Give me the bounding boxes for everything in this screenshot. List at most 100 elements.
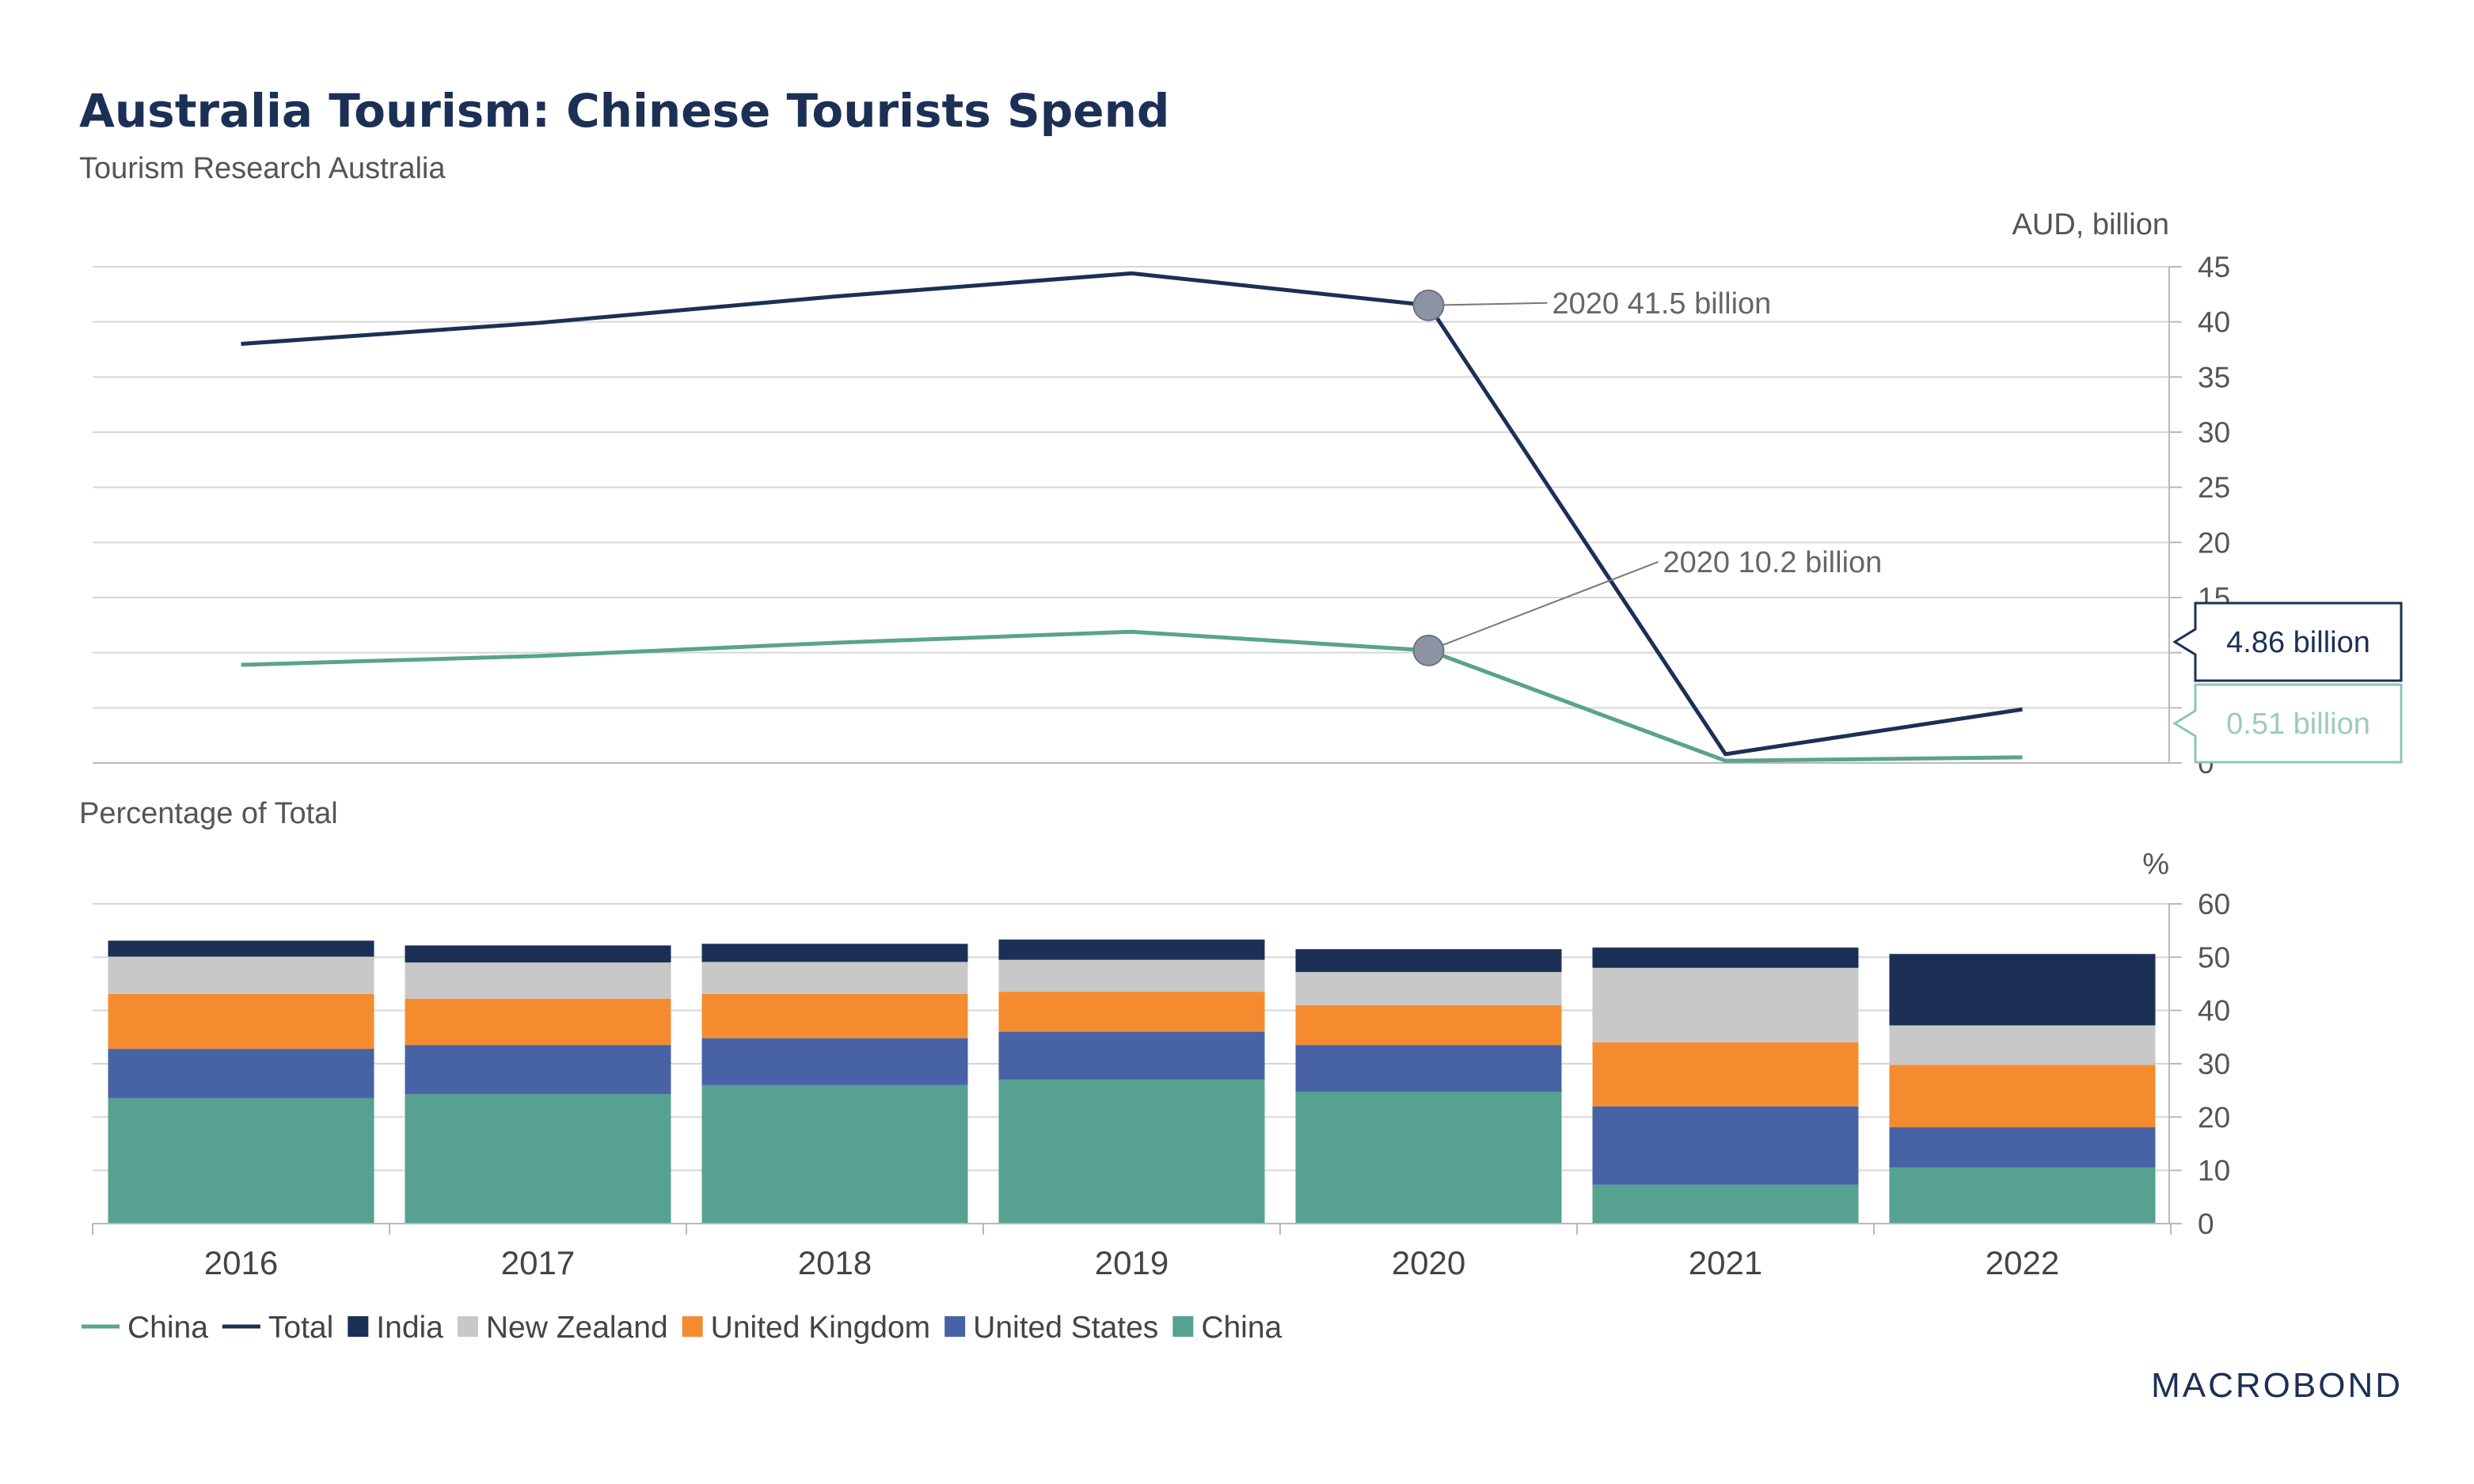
legend-label: India — [376, 1311, 443, 1345]
line-chart-grid — [93, 266, 2169, 764]
bar-segment-united-kingdom — [108, 993, 374, 1049]
x-tick-label: 2020 — [1392, 1244, 1465, 1281]
series-line-total — [241, 271, 2023, 757]
legend-item-china: China — [82, 1311, 208, 1345]
bar-segment-india — [1295, 949, 1562, 973]
line-chart-y-tick-label: 25 — [2198, 472, 2230, 504]
x-tick-label: 2016 — [204, 1244, 278, 1281]
bar-chart-section-label: Percentage of Total — [79, 797, 338, 830]
x-tick-label: 2018 — [798, 1244, 872, 1281]
bar-segment-india — [1889, 954, 2156, 1026]
bar-segment-india — [701, 943, 968, 962]
bar-segment-new-zealand — [701, 962, 968, 994]
bar-segment-new-zealand — [998, 959, 1265, 992]
bar-segment-india — [1592, 947, 1859, 968]
series-line-china — [241, 629, 2023, 763]
legend-label: Total — [268, 1311, 333, 1345]
x-tick-label: 2019 — [1095, 1244, 1169, 1281]
macrobond-logo: MACROBOND — [2151, 1366, 2403, 1405]
bar-chart-unit-label: % — [2142, 848, 2169, 881]
line-chart-annotations: 2020 41.5 billion 2020 10.2 billion — [1412, 287, 1883, 666]
bar-segment-china — [108, 1098, 374, 1224]
bar-segment-new-zealand — [108, 956, 374, 994]
bar-segment-china — [1889, 1167, 2156, 1224]
line-chart-callouts: 4.86 billion 0.51 billion — [2172, 602, 2403, 764]
bar-segment-new-zealand — [405, 962, 671, 999]
bar-segment-united-states — [998, 1031, 1265, 1080]
bar-segment-united-states — [108, 1049, 374, 1099]
x-tick-label: 2021 — [1689, 1244, 1762, 1281]
bar-chart-y-tick-label: 50 — [2198, 941, 2230, 974]
legend-item-united-states: United States — [944, 1311, 1158, 1345]
legend-item-united-kingdom: United Kingdom — [682, 1311, 931, 1345]
bar-segment-united-kingdom — [998, 992, 1265, 1032]
bar-segment-india — [108, 940, 374, 957]
legend-label: New Zealand — [486, 1311, 668, 1345]
legend: China Total India New Zealand United Kingdom… — [82, 1311, 1283, 1345]
callout-box-china — [2172, 683, 2403, 764]
legend-label: United Kingdom — [711, 1311, 931, 1345]
bar-segment-china — [1592, 1184, 1859, 1224]
line-chart-y-tick-label: 35 — [2198, 361, 2230, 393]
bar-chart-y-tick-label: 60 — [2198, 888, 2230, 920]
x-tick-label: 2022 — [1986, 1244, 2059, 1281]
annotation-label: 2020 41.5 billion — [1552, 287, 1772, 321]
legend-swatch — [1172, 1316, 1194, 1337]
line-chart-series — [241, 271, 2023, 763]
bar-segment-united-states — [405, 1045, 671, 1095]
line-chart-unit-label: AUD, billion — [2012, 208, 2169, 241]
bar-segment-united-states — [1889, 1127, 2156, 1168]
bar-segment-china — [405, 1094, 671, 1224]
callout-box-total — [2172, 602, 2403, 682]
bar-segment-new-zealand — [1592, 967, 1859, 1043]
line-chart-y-tick-label: 30 — [2198, 416, 2230, 449]
legend-item-india: India — [348, 1311, 443, 1345]
legend-item-china: China — [1172, 1311, 1283, 1345]
annotation-marker — [1412, 289, 1445, 321]
legend-item-new-zealand: New Zealand — [457, 1311, 668, 1345]
legend-item-total: Total — [222, 1311, 333, 1345]
legend-swatch — [457, 1316, 478, 1337]
bar-chart-bars — [108, 939, 2156, 1224]
bar-segment-new-zealand — [1295, 972, 1562, 1005]
bar-segment-united-kingdom — [405, 998, 671, 1046]
annotation-label: 2020 10.2 billion — [1663, 546, 1883, 579]
bar-segment-united-kingdom — [1592, 1042, 1859, 1106]
bar-segment-china — [998, 1080, 1265, 1224]
line-chart-y-tick-label: 40 — [2198, 306, 2230, 339]
annotation-leader-line — [1428, 302, 1548, 306]
legend-swatch — [944, 1316, 966, 1337]
bar-chart-y-tick-label: 40 — [2198, 995, 2230, 1027]
legend-label: China — [127, 1311, 208, 1345]
chart-subtitle: Tourism Research Australia — [79, 152, 446, 185]
bar-segment-united-states — [1592, 1106, 1859, 1185]
bar-segment-new-zealand — [1889, 1025, 2156, 1065]
bar-segment-united-kingdom — [1889, 1065, 2156, 1128]
line-chart-y-tick-label: 45 — [2198, 251, 2230, 283]
bar-segment-united-kingdom — [701, 993, 968, 1038]
callout-label-total: 4.86 billion — [2226, 626, 2370, 659]
bar-chart-y-tick-label: 0 — [2198, 1208, 2214, 1240]
line-chart-y-tick-label: 20 — [2198, 526, 2230, 559]
bar-segment-united-kingdom — [1295, 1004, 1562, 1046]
bar-segment-china — [1295, 1091, 1562, 1224]
bar-segment-united-states — [1295, 1045, 1562, 1092]
annotation-marker — [1412, 634, 1445, 666]
bar-chart-y-axis: 0 10 20 30 40 50 60 — [2168, 888, 2230, 1240]
bar-segment-india — [405, 945, 671, 963]
annotation-leader-line — [1428, 560, 1659, 651]
bar-segment-china — [701, 1084, 968, 1224]
callout-label-china: 0.51 billion — [2226, 708, 2370, 741]
legend-swatch — [348, 1316, 369, 1337]
bar-chart-y-tick-label: 30 — [2198, 1048, 2230, 1080]
bar-chart-y-tick-label: 20 — [2198, 1101, 2230, 1133]
bar-segment-united-states — [701, 1038, 968, 1085]
bar-chart-x-axis: 2016 2017 2018 2019 2020 2021 2022 — [92, 1223, 2172, 1281]
bar-chart-y-tick-label: 10 — [2198, 1155, 2230, 1187]
chart-title: Australia Tourism: Chinese Tourists Spen… — [79, 84, 1169, 138]
legend-label: China — [1201, 1311, 1282, 1345]
legend-swatch — [682, 1316, 703, 1337]
legend-label: United States — [973, 1311, 1158, 1345]
bar-segment-india — [998, 939, 1265, 960]
